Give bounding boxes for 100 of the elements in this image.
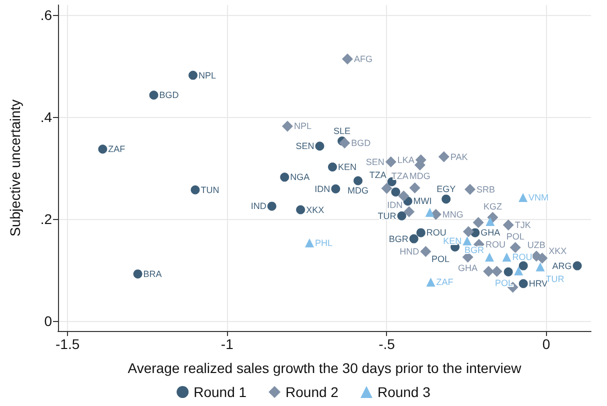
point [442,194,451,204]
point [464,184,476,195]
data-label: ZAF [436,277,454,288]
point [426,278,436,287]
data-label: BGD [159,90,180,100]
point [190,185,200,194]
point [397,211,406,220]
point [485,252,494,262]
x-axis-title: Average realized sales growth the 30 days prior to the interview [128,360,522,376]
y-tick-label: .2 [40,210,52,227]
data-label: TJK [514,220,531,230]
point [425,208,434,217]
point [491,266,502,277]
point [518,279,528,288]
y-tick-label: .4 [40,109,52,126]
point [149,90,158,100]
data-label: SLE [334,126,351,136]
data-label: IDN [387,200,403,210]
y-tick-label: .6 [40,7,52,24]
point [409,234,418,244]
data-label: KEN [338,162,356,172]
point [315,142,324,151]
x-tick-label: -1.5 [56,336,80,352]
data-label: EGY [436,184,456,194]
point [331,184,340,194]
point [328,162,337,172]
data-label: KEN [443,236,462,246]
point [462,236,472,246]
point [385,156,396,168]
point [188,70,198,80]
data-label: VNM [528,192,549,203]
point [404,206,415,218]
data-label: POL [495,278,514,288]
x-tick-label: 0 [542,336,550,352]
data-label: SRB [476,184,496,194]
data-label: ZAF [108,144,126,154]
y-tick-label: 0 [44,312,52,329]
data-label: TUN [200,184,220,195]
data-label: MWI [413,196,432,206]
data-label: BGR [464,245,484,256]
data-label: LKA [397,154,414,165]
data-label: XKX [306,204,324,215]
point [342,53,353,64]
data-label: POL [506,231,524,242]
data-label: MDG [409,170,430,181]
point [133,269,142,278]
point [472,217,484,228]
point [381,182,392,194]
data-label: BGD [351,138,372,148]
data-label: MNG [442,209,464,220]
data-label: NPL [198,70,216,80]
data-label: UZB [527,240,546,250]
data-label: MDG [348,186,369,196]
data-label: HRV [528,278,548,289]
point [502,220,514,231]
data-label: NPL [294,121,312,132]
data-label: TZA [391,170,408,181]
point [305,238,314,248]
data-label: GHA [480,228,500,238]
point [354,176,363,186]
y-axis-title: Subjective uncertainty [7,100,23,236]
point [518,261,528,270]
data-label: BGR [388,234,409,244]
data-label: ROU [426,228,446,238]
data-label: BRA [143,268,162,279]
data-label: ROU [485,239,506,250]
point [462,226,474,238]
data-label: AFG [354,54,372,64]
data-label: SEN [366,156,384,167]
x-tick-label: -.5 [378,336,396,352]
data-label: TUR [378,210,397,221]
point [280,172,290,182]
data-label: PAK [450,152,468,162]
point [339,138,350,149]
data-label: POL [432,254,450,264]
point [536,262,545,272]
data-label: KGZ [483,201,502,212]
point [483,266,494,277]
data-label: NGA [290,172,310,182]
point [409,182,420,194]
data-label: TZA [369,170,386,180]
data-label: ARG [552,260,572,271]
point [510,242,521,253]
data-label: HND [400,246,420,257]
point [391,187,400,196]
point [502,252,512,262]
point [296,205,306,214]
point [518,193,528,202]
point [438,151,450,162]
point [416,228,426,238]
data-label: GHA [458,263,478,274]
point [420,246,432,258]
legend-label: Round 3 [377,384,431,400]
point [267,202,276,211]
legend-label: Round 1 [194,384,247,400]
point [572,261,582,270]
data-label: IDN [314,184,330,194]
data-label: XKX [548,246,567,256]
x-tick-label: -1 [220,336,234,352]
point [98,144,108,154]
